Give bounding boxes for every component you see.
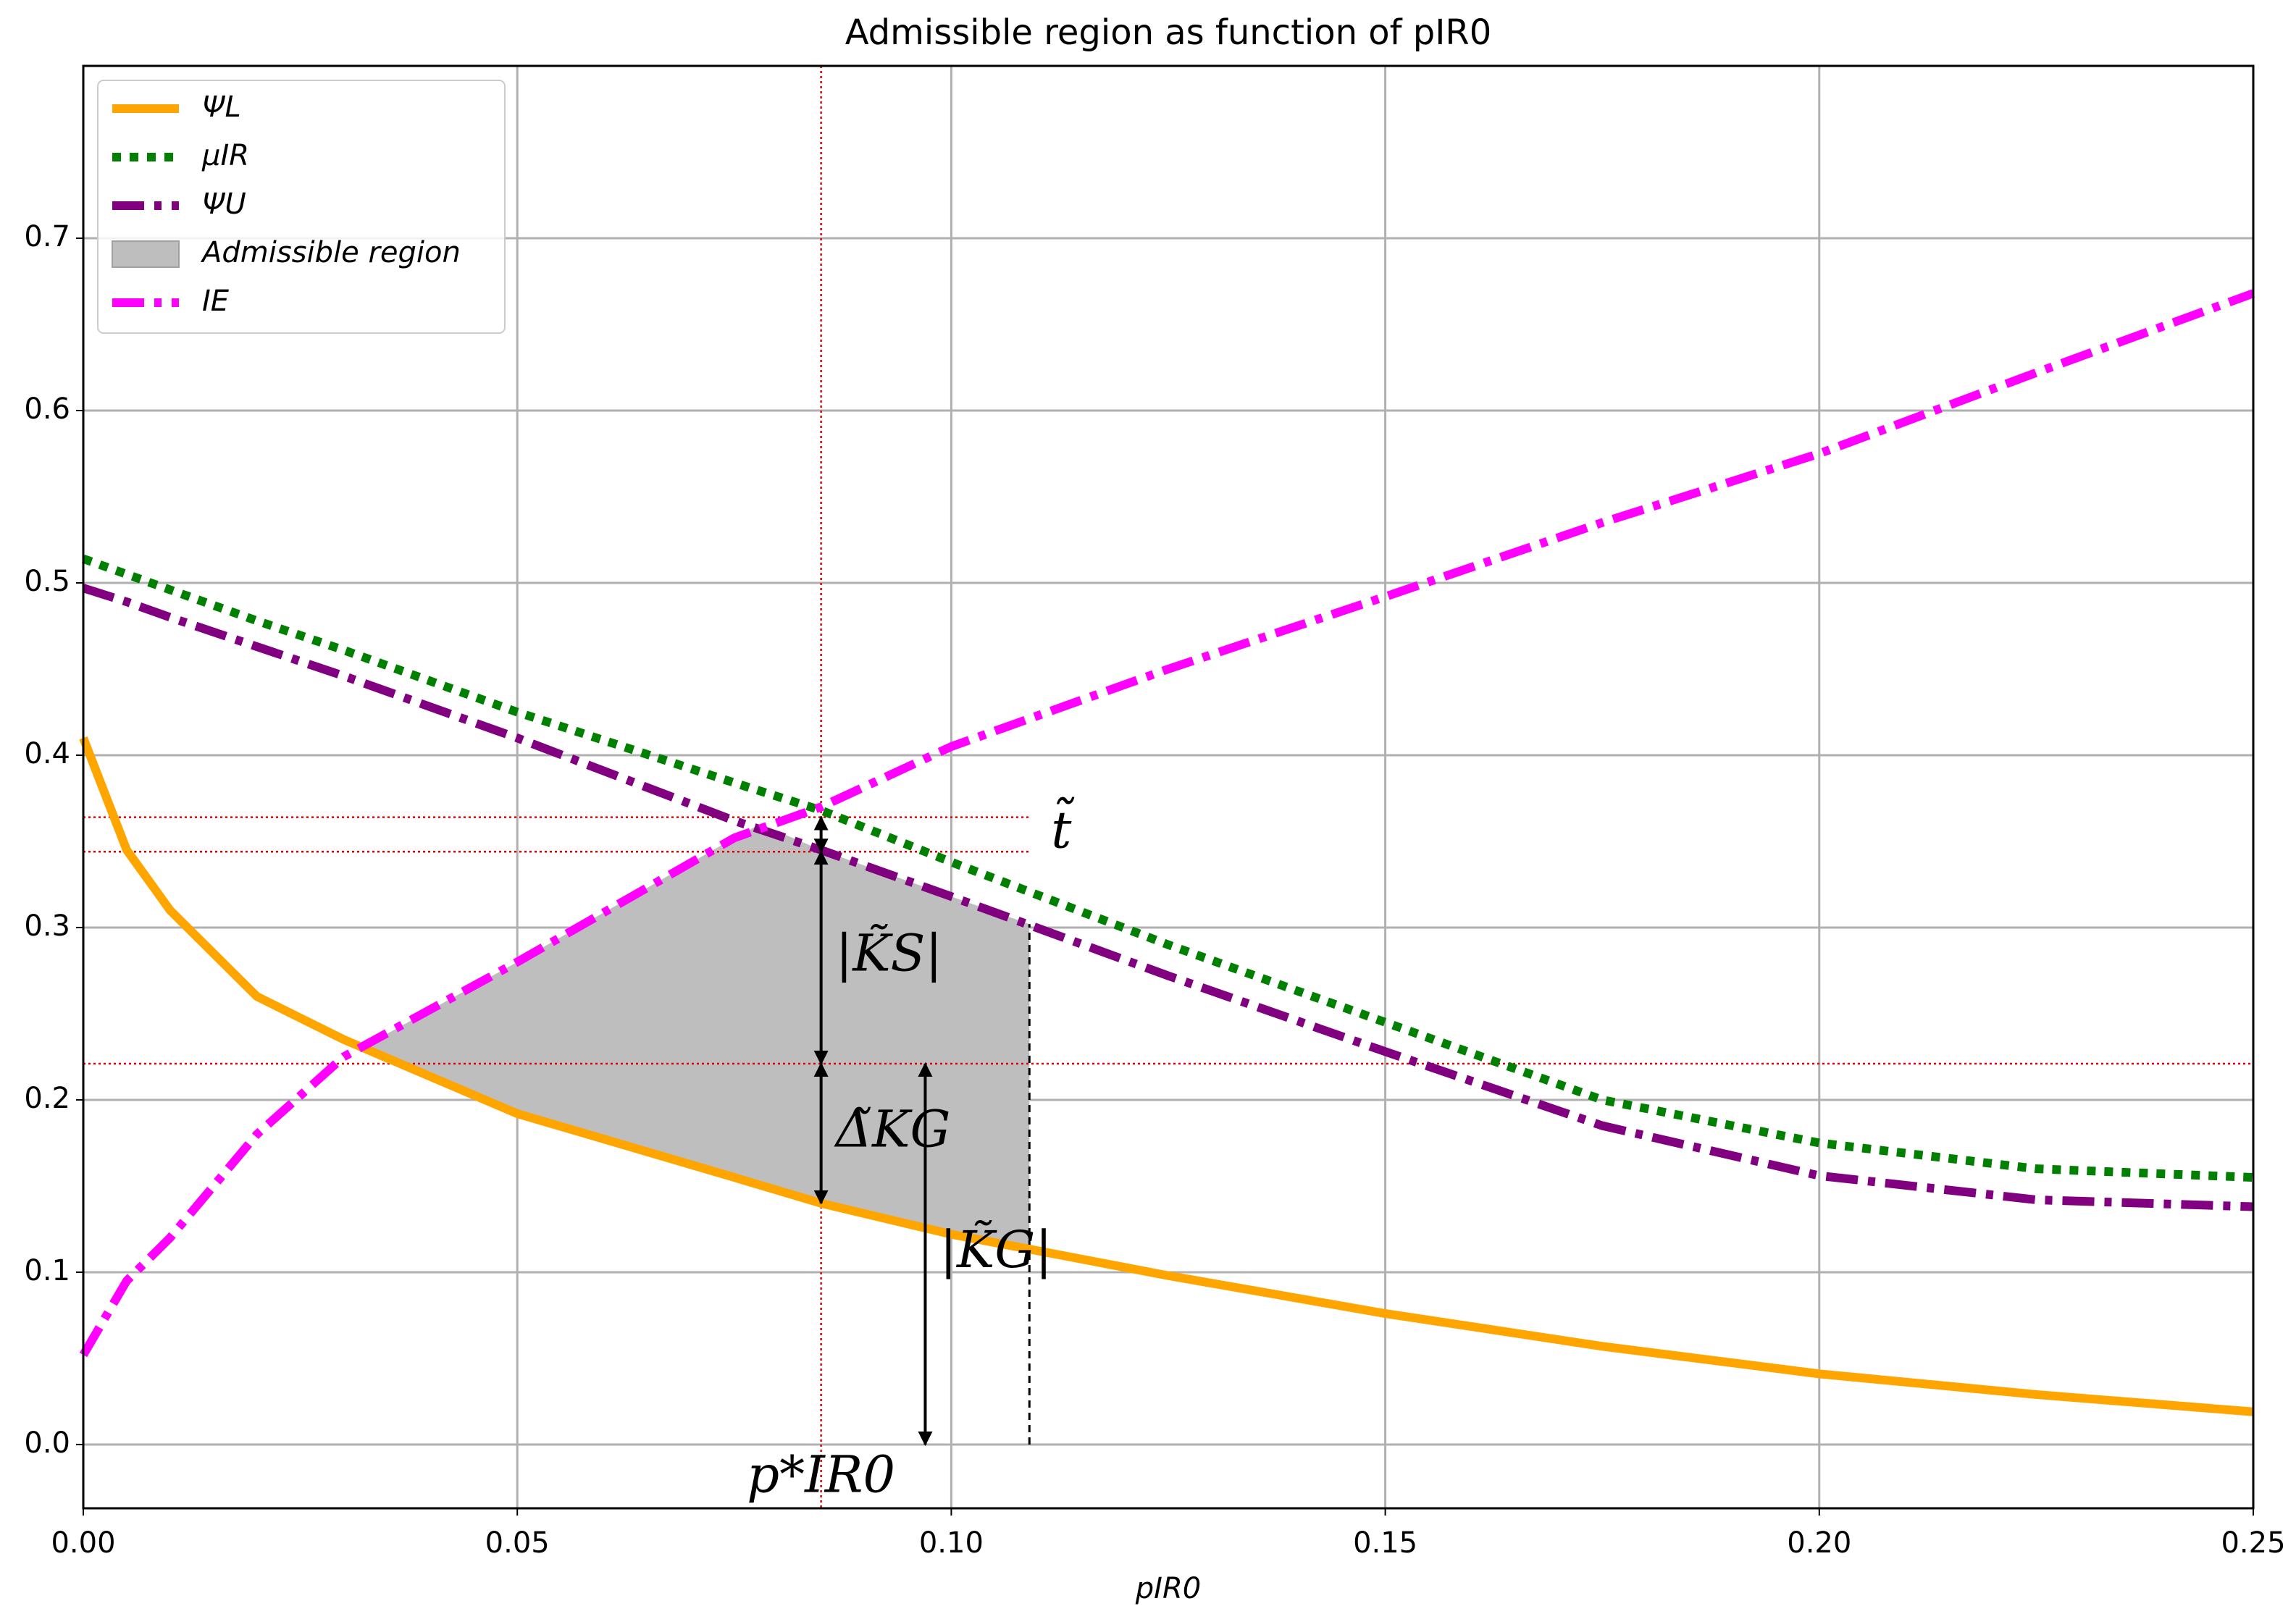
y-tick-label: 0.0 <box>24 1426 70 1460</box>
x-axis-label: pIR0 <box>1135 1572 1201 1605</box>
legend-label: μIR <box>201 139 249 172</box>
admissible-region <box>361 824 1030 1251</box>
y-tick-label: 0.5 <box>24 565 70 598</box>
annotation: Δ̃KG <box>834 1099 951 1159</box>
annotation: |K̃S| <box>836 924 942 983</box>
legend-box <box>97 80 506 334</box>
annotation: p*IR0 <box>747 1445 895 1505</box>
y-tick-label: 0.7 <box>24 220 70 253</box>
x-tick-label: 0.05 <box>485 1526 550 1560</box>
series-line <box>81 555 2254 1182</box>
x-tick-label: 0.15 <box>1353 1526 1417 1560</box>
legend: ΨL μIR ΨU Admissible region IE <box>97 80 506 334</box>
legend-label: IE <box>202 285 230 318</box>
y-tick-label: 0.1 <box>24 1254 70 1287</box>
x-tick-label: 0.25 <box>2221 1526 2285 1560</box>
y-tick-label: 0.6 <box>24 392 70 426</box>
legend-label: ΨU <box>202 188 246 221</box>
x-tick-label: 0.10 <box>919 1526 984 1560</box>
legend-label: Admissible region <box>200 236 461 269</box>
series-line <box>79 289 2255 1358</box>
y-tick-label: 0.3 <box>24 909 70 943</box>
annotation: |K̃G| <box>939 1220 1052 1279</box>
axes-frame <box>82 64 2255 1510</box>
x-tick-label: 0.00 <box>51 1526 115 1560</box>
plot-area: 0.00 0.05 0.10 0.15 0.20 0.25 0.0 0.1 0.2 0.3 0.4 0… <box>24 64 2286 1560</box>
legend-swatch <box>112 240 180 268</box>
y-tick-label: 0.4 <box>24 737 70 770</box>
x-tick-label: 0.20 <box>1787 1526 1851 1560</box>
annotation: t̃ <box>1051 797 1074 859</box>
y-tick-label: 0.2 <box>24 1082 70 1115</box>
chart-title: Admissible region as function of pIR0 <box>845 12 1492 53</box>
legend-label: ΨL <box>202 91 241 124</box>
